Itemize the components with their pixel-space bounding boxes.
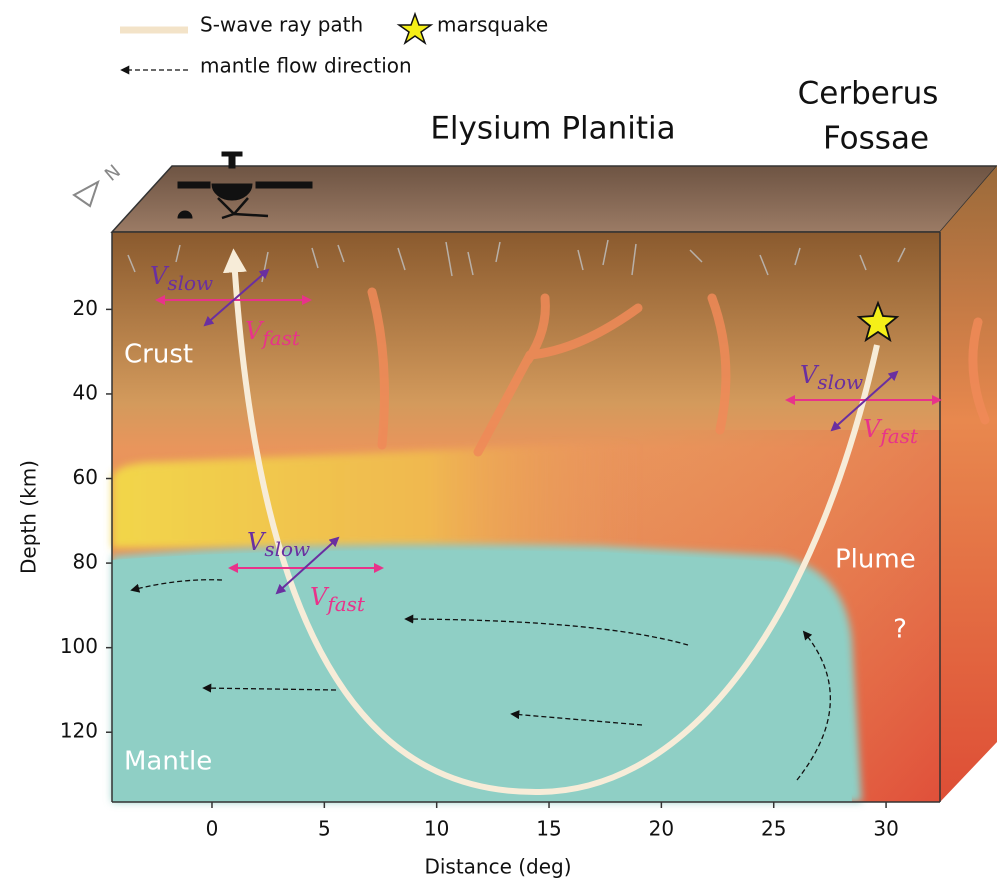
v-subscript: fast	[260, 326, 301, 350]
legend-flow-label: mantle flow direction	[200, 54, 412, 78]
x-tick-label: 10	[424, 817, 449, 841]
v-subscript: slow	[264, 537, 310, 561]
north-label: N	[101, 161, 125, 186]
x-tick-label: 20	[649, 817, 674, 841]
y-tick-label: 80	[73, 550, 98, 574]
x-tick-label: 15	[536, 817, 561, 841]
v-subscript: slow	[817, 370, 863, 394]
x-tick-label: 0	[206, 817, 219, 841]
y-tick-label: 20	[73, 296, 98, 320]
x-tick-label: 25	[761, 817, 786, 841]
side-face	[940, 166, 997, 802]
cerberus-line2: Fossae	[823, 121, 929, 157]
unknown-label: ?	[893, 615, 907, 645]
v-subscript: slow	[167, 271, 213, 295]
y-axis-label: Depth (km)	[17, 460, 41, 574]
legend-ray-label: S-wave ray path	[200, 13, 363, 37]
legend: S-wave ray path marsquake mantle flow di…	[120, 13, 548, 78]
y-tick-label: 120	[60, 719, 98, 743]
diagram: S-wave ray path marsquake mantle flow di…	[0, 0, 997, 888]
plume-label: Plume	[835, 545, 916, 575]
mantle-label: Mantle	[124, 747, 212, 777]
cerberus-line1: Cerberus	[798, 76, 939, 112]
surface	[112, 166, 997, 232]
v-subscript: fast	[325, 592, 366, 616]
y-tick-label: 40	[73, 380, 98, 404]
legend-quake-label: marsquake	[437, 13, 548, 37]
north-arrow: N	[74, 161, 125, 206]
crust-label: Crust	[124, 340, 193, 370]
region-title: Elysium Planitia	[430, 111, 675, 147]
legend-star	[399, 14, 431, 43]
x-tick-label: 30	[873, 817, 898, 841]
x-tick-label: 5	[318, 817, 331, 841]
y-tick-label: 100	[60, 634, 98, 658]
x-axis-label: Distance (deg)	[424, 855, 571, 879]
y-tick-label: 60	[73, 465, 98, 489]
v-subscript: fast	[878, 424, 919, 448]
